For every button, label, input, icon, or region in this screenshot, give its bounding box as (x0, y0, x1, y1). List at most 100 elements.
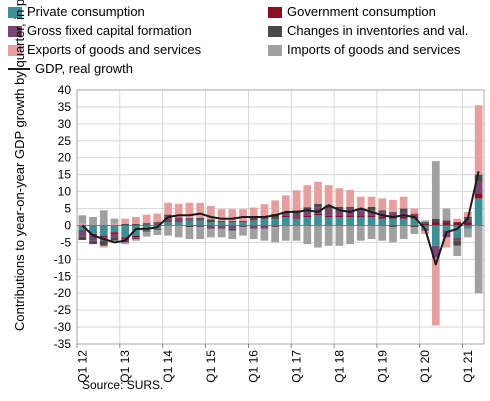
bar-segment-exports-of-goods-and-services (132, 217, 140, 224)
bar-segment-gross-fixed-capital-formation (303, 210, 312, 216)
bar-segment-changes-in-inventories-and-val (174, 217, 183, 219)
legend-item-government-consumption: Government consumption (268, 4, 436, 20)
legend-label: Changes in inventories and val. (287, 23, 469, 38)
bar-segment-changes-in-inventories-and-val (389, 225, 397, 228)
bar-segment-government-consumption (132, 235, 140, 238)
bar-segment-exports-of-goods-and-services (378, 198, 387, 211)
bar-segment-changes-in-inventories-and-val (324, 205, 333, 209)
bar-segment-government-consumption (335, 215, 344, 217)
bar-segment-changes-in-inventories-and-val (421, 222, 429, 224)
bar-segment-imports-of-goods-and-services (110, 218, 119, 224)
bar-segment-government-consumption (303, 215, 312, 217)
bar-segment-government-consumption (464, 222, 472, 226)
bar-segment-changes-in-inventories-and-val (346, 206, 354, 209)
bar-segment-imports-of-goods-and-services (303, 225, 312, 245)
bar-segment-private-consumption (281, 217, 290, 226)
bar-segment-private-consumption (217, 222, 226, 226)
bar-segment-government-consumption (378, 217, 387, 219)
bar-segment-exports-of-goods-and-services (271, 200, 280, 214)
bar-segment-government-consumption (217, 221, 226, 223)
bar-segment-government-consumption (196, 219, 205, 221)
bar-segment-imports-of-goods-and-services (431, 161, 440, 219)
bar-segment-government-consumption (239, 221, 247, 223)
x-tick-label: Q1 18 (332, 350, 346, 383)
legend-item-gdp: GDP, real growth (8, 61, 133, 77)
bar-segment-government-consumption (474, 193, 483, 199)
bar-segment-changes-in-inventories-and-val (164, 214, 172, 217)
bar-segment-private-consumption (378, 218, 387, 226)
y-tick-label: 25 (58, 134, 72, 148)
bar-segment-exports-of-goods-and-services (142, 214, 151, 224)
bar-segment-private-consumption (346, 217, 354, 226)
bar-segment-imports-of-goods-and-services (367, 225, 376, 240)
bar-segment-government-consumption (142, 230, 151, 232)
bar-segment-gross-fixed-capital-formation (410, 213, 419, 217)
bar-segment-government-consumption (153, 228, 162, 230)
bar-segment-government-consumption (281, 215, 290, 217)
bar-segment-gross-fixed-capital-formation (132, 237, 140, 240)
bar-segment-imports-of-goods-and-services (249, 228, 258, 240)
bar-segment-imports-of-goods-and-services (474, 225, 483, 294)
bar-segment-private-consumption (239, 222, 247, 226)
x-tick-label: Q1 15 (204, 350, 218, 383)
bar-segment-private-consumption (78, 225, 87, 231)
bar-segment-government-consumption (260, 217, 269, 219)
bar-segment-imports-of-goods-and-services (324, 225, 333, 246)
bar-segment-exports-of-goods-and-services (164, 202, 172, 215)
bar-segment-changes-in-inventories-and-val (314, 203, 322, 208)
bar-segment-exports-of-goods-and-services (367, 196, 376, 207)
bar-segment-changes-in-inventories-and-val (442, 220, 451, 223)
bar-segment-exports-of-goods-and-services (260, 204, 269, 216)
bar-segment-imports-of-goods-and-services (153, 229, 162, 235)
bar-segment-exports-of-goods-and-services (185, 202, 194, 219)
bar-segment-government-consumption (399, 217, 408, 219)
legend-swatch (268, 6, 282, 18)
legend-item-imports: Imports of goods and services (268, 42, 460, 58)
bar-segment-gross-fixed-capital-formation (228, 225, 237, 229)
bar-segment-exports-of-goods-and-services (121, 218, 130, 224)
bar-segment-gross-fixed-capital-formation (474, 181, 483, 194)
bar-segment-government-consumption (110, 232, 119, 234)
bar-segment-changes-in-inventories-and-val (89, 240, 97, 245)
bar-segment-private-consumption (324, 217, 333, 226)
bar-segment-exports-of-goods-and-services (78, 223, 87, 226)
bar-segment-exports-of-goods-and-services (474, 105, 483, 175)
bar-segment-exports-of-goods-and-services (346, 189, 354, 207)
bar-segment-gross-fixed-capital-formation (196, 225, 205, 228)
bar-segment-changes-in-inventories-and-val (196, 218, 205, 220)
bar-segment-private-consumption (207, 222, 215, 226)
bar-segment-changes-in-inventories-and-val (453, 240, 462, 246)
bar-segment-government-consumption (292, 217, 301, 219)
y-tick-label: 40 (58, 83, 72, 97)
bar-segment-gross-fixed-capital-formation (389, 211, 397, 217)
bar-segment-imports-of-goods-and-services (464, 228, 472, 238)
legend-line-swatch (8, 68, 30, 70)
bar-segment-imports-of-goods-and-services (453, 245, 462, 256)
bar-segment-private-consumption (399, 218, 408, 226)
bar-segment-gross-fixed-capital-formation (324, 208, 333, 216)
bar-segment-government-consumption (421, 223, 429, 226)
bar-segment-government-consumption (453, 222, 462, 226)
bar-segment-imports-of-goods-and-services (196, 227, 205, 240)
bar-segment-imports-of-goods-and-services (260, 228, 269, 241)
bar-segment-imports-of-goods-and-services (239, 227, 247, 236)
bar-segment-private-consumption (99, 225, 108, 236)
bar-segment-gross-fixed-capital-formation (164, 216, 172, 222)
bar-segment-imports-of-goods-and-services (207, 228, 215, 238)
gdp-line (81, 171, 480, 266)
x-tick-label: Q1 19 (375, 350, 389, 383)
bar-segment-exports-of-goods-and-services (356, 196, 365, 209)
bar-segment-exports-of-goods-and-services (239, 209, 247, 222)
bar-segment-private-consumption (453, 225, 462, 238)
bar-segment-government-consumption (99, 235, 108, 238)
bar-segment-imports-of-goods-and-services (99, 210, 108, 226)
legend-swatch (268, 44, 282, 56)
x-tick-label: Q1 13 (118, 350, 132, 383)
bar-segment-government-consumption (121, 237, 130, 240)
bar-segment-private-consumption (410, 218, 419, 226)
bar-segment-gross-fixed-capital-formation (431, 245, 440, 258)
y-tick-label: -10 (54, 252, 72, 266)
bar-segment-private-consumption (442, 225, 451, 231)
bar-segment-gross-fixed-capital-formation (260, 225, 269, 229)
